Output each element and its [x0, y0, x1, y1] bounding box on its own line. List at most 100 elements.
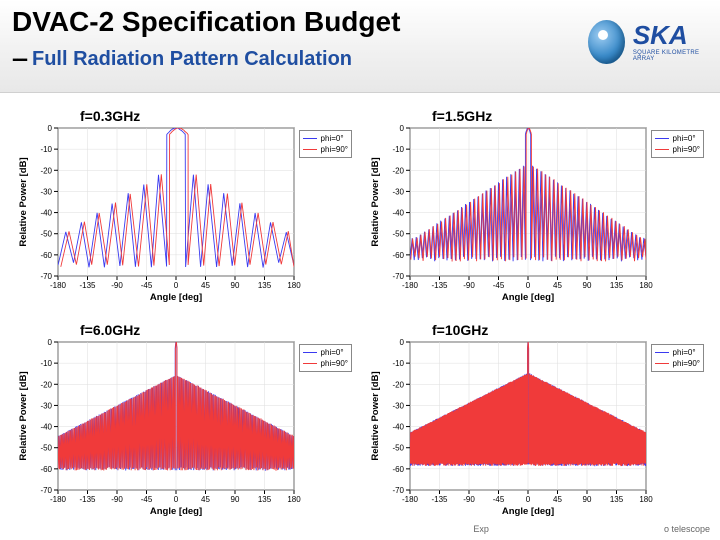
svg-text:-180: -180: [402, 281, 419, 290]
legend-label: phi=0°: [321, 133, 344, 144]
chart-panel-2: f=1.5GHz phi=0°phi=90° -180 -135 -90 -45 0 45 90…: [362, 104, 710, 302]
svg-text:135: 135: [610, 495, 624, 504]
svg-text:-40: -40: [392, 423, 404, 432]
legend-swatch: [303, 363, 317, 364]
svg-text:-90: -90: [463, 281, 475, 290]
legend-swatch: [655, 149, 669, 150]
svg-text:Relative Power [dB]: Relative Power [dB]: [370, 371, 381, 460]
legend-row: phi=0°: [303, 133, 348, 144]
chart-grid: f=0.3GHzphi=0°phi=90°-180-135-90-4504590…: [0, 104, 720, 524]
chart-panel-1: f=0.3GHzphi=0°phi=90°-180-135-90-4504590…: [10, 104, 358, 302]
legend-swatch: [655, 363, 669, 364]
chart-legend: phi=0°phi=90°: [651, 130, 704, 158]
svg-text:-135: -135: [79, 495, 96, 504]
svg-text:90: 90: [583, 495, 592, 504]
legend-row: phi=90°: [655, 144, 700, 155]
svg-text:0: 0: [174, 281, 179, 290]
svg-text:-45: -45: [493, 281, 505, 290]
svg-text:Angle [deg]: Angle [deg]: [502, 292, 554, 302]
chart-title: f=10GHz: [432, 322, 488, 338]
svg-text:-40: -40: [40, 209, 52, 218]
ska-logo: SKA SQUARE KILOMETRE ARRAY: [588, 10, 708, 74]
svg-text:-30: -30: [40, 187, 52, 196]
chart-title: f=1.5GHz: [432, 108, 492, 124]
legend-swatch: [655, 352, 669, 353]
svg-text:180: 180: [287, 495, 301, 504]
slide-subtitle: ---Full Radiation Pattern Calculation: [12, 48, 352, 71]
svg-text:-45: -45: [141, 281, 153, 290]
legend-label: phi=90°: [673, 144, 700, 155]
svg-text:-50: -50: [392, 230, 404, 239]
svg-text:-50: -50: [40, 230, 52, 239]
legend-swatch: [303, 138, 317, 139]
svg-text:-60: -60: [40, 251, 52, 260]
svg-text:0: 0: [526, 281, 531, 290]
legend-row: phi=90°: [303, 144, 348, 155]
svg-text:-50: -50: [392, 444, 404, 453]
svg-text:180: 180: [639, 281, 653, 290]
legend-row: phi=0°: [655, 347, 700, 358]
svg-text:-180: -180: [50, 495, 67, 504]
legend-row: phi=0°: [303, 347, 348, 358]
ska-logo-text: SKA SQUARE KILOMETRE ARRAY: [633, 22, 708, 62]
svg-text:-60: -60: [392, 465, 404, 474]
svg-text:45: 45: [553, 281, 562, 290]
chart-panel-4: f=10GHzphi=0°phi=90°-180-135-90-45045901…: [362, 318, 710, 516]
chart-title: f=6.0GHz: [80, 322, 140, 338]
svg-text:-40: -40: [392, 209, 404, 218]
svg-text:-70: -70: [40, 486, 52, 495]
legend-label: phi=0°: [673, 347, 696, 358]
svg-text:-135: -135: [79, 281, 96, 290]
svg-text:Angle [deg]: Angle [deg]: [150, 292, 202, 302]
svg-text:0: 0: [400, 338, 405, 347]
svg-text:-60: -60: [392, 251, 404, 260]
legend-label: phi=90°: [321, 144, 348, 155]
svg-text:0: 0: [400, 124, 405, 133]
svg-text:-40: -40: [40, 423, 52, 432]
svg-text:-135: -135: [431, 281, 448, 290]
svg-text:-45: -45: [493, 495, 505, 504]
svg-text:45: 45: [201, 281, 210, 290]
svg-text:Angle [deg]: Angle [deg]: [150, 506, 202, 516]
legend-swatch: [655, 138, 669, 139]
svg-text:-10: -10: [40, 359, 52, 368]
legend-label: phi=90°: [321, 358, 348, 369]
svg-text:-10: -10: [392, 145, 404, 154]
svg-text:0: 0: [48, 124, 53, 133]
footer-right: o telescope: [664, 524, 710, 534]
svg-text:-20: -20: [40, 166, 52, 175]
svg-text:0: 0: [48, 338, 53, 347]
svg-text:-70: -70: [40, 272, 52, 281]
svg-text:-10: -10: [40, 145, 52, 154]
svg-text:Relative Power [dB]: Relative Power [dB]: [18, 371, 29, 460]
svg-text:-20: -20: [40, 380, 52, 389]
footer-text: Exp o telescope: [473, 524, 710, 534]
svg-text:-30: -30: [40, 401, 52, 410]
svg-text:-45: -45: [141, 495, 153, 504]
svg-text:135: 135: [258, 281, 272, 290]
legend-swatch: [303, 352, 317, 353]
svg-text:-70: -70: [392, 486, 404, 495]
svg-text:90: 90: [231, 495, 240, 504]
svg-text:180: 180: [287, 281, 301, 290]
svg-text:Angle [deg]: Angle [deg]: [502, 506, 554, 516]
svg-text:-60: -60: [40, 465, 52, 474]
svg-text:90: 90: [583, 281, 592, 290]
svg-text:0: 0: [174, 495, 179, 504]
svg-text:45: 45: [201, 495, 210, 504]
ska-logo-big: SKA: [633, 22, 708, 48]
legend-row: phi=0°: [655, 133, 700, 144]
ska-logo-mark: [588, 20, 625, 64]
legend-swatch: [303, 149, 317, 150]
svg-text:0: 0: [526, 495, 531, 504]
svg-text:-20: -20: [392, 166, 404, 175]
subtitle-text: Full Radiation Pattern Calculation: [32, 48, 352, 70]
svg-text:180: 180: [639, 495, 653, 504]
legend-row: phi=90°: [655, 358, 700, 369]
chart-panel-3: f=6.0GHzphi=0°phi=90°-180-135-90-4504590…: [10, 318, 358, 516]
ska-logo-small: SQUARE KILOMETRE ARRAY: [633, 50, 708, 62]
svg-text:Relative Power [dB]: Relative Power [dB]: [18, 157, 29, 246]
svg-text:-135: -135: [431, 495, 448, 504]
svg-text:-30: -30: [392, 187, 404, 196]
legend-label: phi=90°: [673, 358, 700, 369]
